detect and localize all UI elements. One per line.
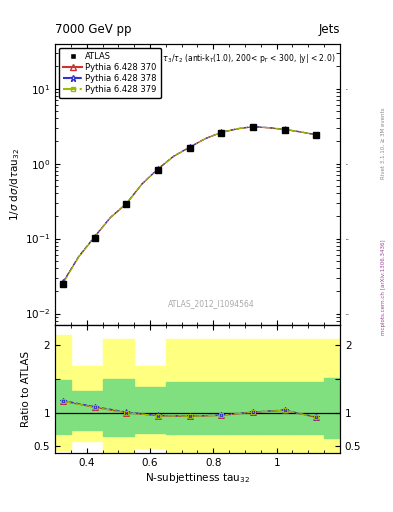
- Text: N-subjettiness $\tau_3/\tau_2$ (anti-k$_T$(1.0), 200< p$_T$ < 300, |y| < 2.0): N-subjettiness $\tau_3/\tau_2$ (anti-k$_…: [106, 52, 336, 65]
- Y-axis label: Ratio to ATLAS: Ratio to ATLAS: [21, 351, 31, 427]
- Bar: [166, 382, 198, 434]
- X-axis label: N-subjettiness tau$_{32}$: N-subjettiness tau$_{32}$: [145, 471, 250, 485]
- Legend: ATLAS, Pythia 6.428 370, Pythia 6.428 378, Pythia 6.428 379: ATLAS, Pythia 6.428 370, Pythia 6.428 37…: [59, 48, 161, 98]
- Bar: [134, 387, 166, 433]
- Bar: [134, 366, 166, 447]
- Bar: [229, 382, 261, 434]
- Text: Jets: Jets: [318, 23, 340, 36]
- Text: Rivet 3.1.10, ≥ 3M events: Rivet 3.1.10, ≥ 3M events: [381, 108, 386, 179]
- Bar: [324, 338, 340, 452]
- Bar: [198, 382, 229, 434]
- Bar: [166, 338, 198, 452]
- Bar: [103, 379, 134, 436]
- Text: 7000 GeV pp: 7000 GeV pp: [55, 23, 132, 36]
- Bar: [324, 378, 340, 438]
- Bar: [103, 338, 134, 452]
- Bar: [55, 335, 71, 450]
- Bar: [71, 366, 103, 441]
- Bar: [292, 338, 324, 452]
- Bar: [261, 338, 292, 452]
- Text: mcplots.cern.ch [arXiv:1306.3436]: mcplots.cern.ch [arXiv:1306.3436]: [381, 239, 386, 334]
- Bar: [229, 338, 261, 452]
- Bar: [198, 338, 229, 452]
- Bar: [292, 382, 324, 434]
- Bar: [55, 380, 71, 434]
- Bar: [261, 382, 292, 434]
- Bar: [71, 391, 103, 430]
- Y-axis label: 1/$\sigma$ d$\sigma$/d$\tau$au$_{32}$: 1/$\sigma$ d$\sigma$/d$\tau$au$_{32}$: [8, 148, 22, 221]
- Text: ATLAS_2012_I1094564: ATLAS_2012_I1094564: [168, 299, 255, 308]
